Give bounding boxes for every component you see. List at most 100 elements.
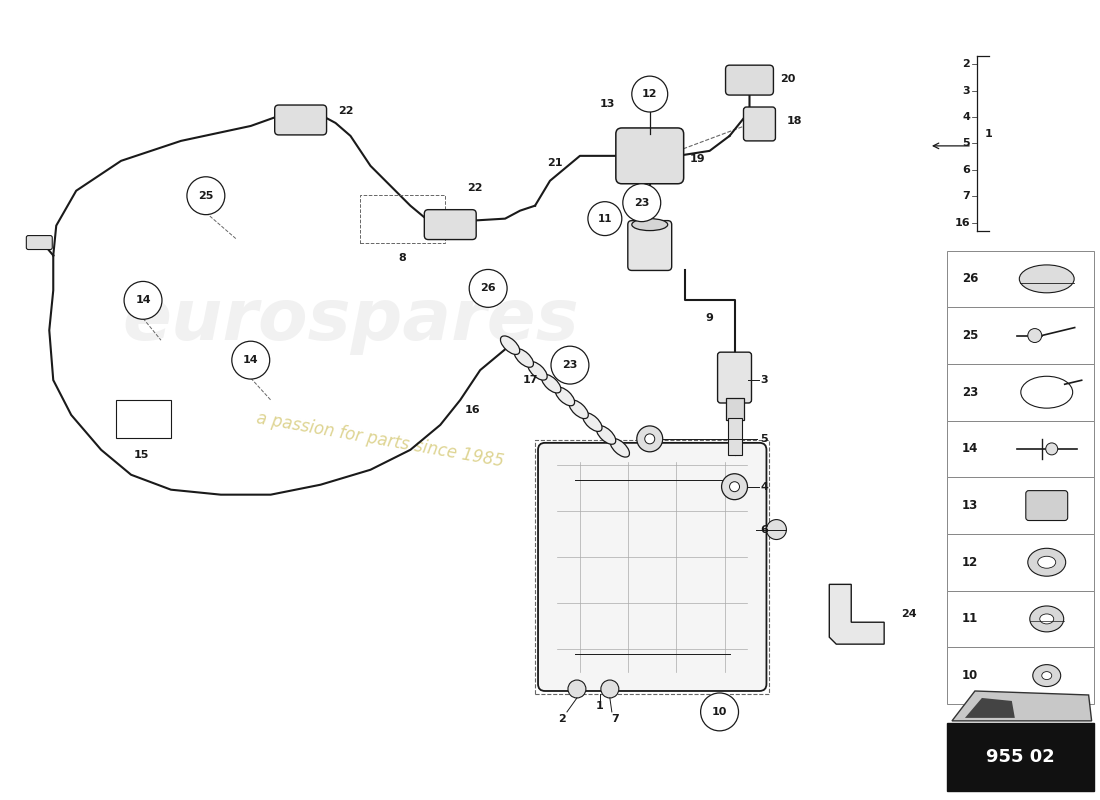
FancyBboxPatch shape xyxy=(26,235,53,250)
FancyBboxPatch shape xyxy=(717,352,751,403)
Circle shape xyxy=(767,519,786,539)
Bar xyxy=(947,647,1093,704)
Ellipse shape xyxy=(541,374,561,393)
Text: 955 02: 955 02 xyxy=(986,748,1055,766)
Ellipse shape xyxy=(1020,265,1075,293)
Polygon shape xyxy=(952,691,1091,721)
Text: 8: 8 xyxy=(398,254,406,263)
Circle shape xyxy=(637,426,662,452)
FancyBboxPatch shape xyxy=(616,128,684,184)
Text: 22: 22 xyxy=(468,182,483,193)
Circle shape xyxy=(729,482,739,492)
Circle shape xyxy=(645,434,654,444)
Text: 19: 19 xyxy=(690,154,705,164)
Text: 25: 25 xyxy=(198,190,213,201)
Circle shape xyxy=(701,693,738,731)
Ellipse shape xyxy=(1040,614,1054,624)
Circle shape xyxy=(568,680,586,698)
Ellipse shape xyxy=(514,349,534,367)
Text: 12: 12 xyxy=(642,89,658,99)
Text: 12: 12 xyxy=(962,556,978,569)
Text: 26: 26 xyxy=(481,283,496,294)
Ellipse shape xyxy=(1030,606,1064,632)
Bar xyxy=(947,534,1093,590)
Text: 2: 2 xyxy=(962,59,970,69)
Text: 3: 3 xyxy=(760,375,768,385)
Circle shape xyxy=(722,474,748,500)
Text: 18: 18 xyxy=(786,116,802,126)
Text: 16: 16 xyxy=(955,218,970,228)
Circle shape xyxy=(601,680,619,698)
Text: 4: 4 xyxy=(760,482,769,492)
Bar xyxy=(947,307,1093,364)
Bar xyxy=(947,364,1093,421)
Text: 20: 20 xyxy=(780,74,795,84)
Bar xyxy=(117,400,170,438)
Text: 11: 11 xyxy=(597,214,612,224)
Circle shape xyxy=(187,177,224,214)
Text: 16: 16 xyxy=(464,405,480,415)
Text: 25: 25 xyxy=(962,329,978,342)
Ellipse shape xyxy=(556,387,574,406)
Circle shape xyxy=(1027,329,1042,342)
FancyBboxPatch shape xyxy=(1026,490,1068,521)
Text: 24: 24 xyxy=(901,610,917,619)
Ellipse shape xyxy=(569,400,589,418)
Text: 10: 10 xyxy=(712,707,727,717)
Text: 13: 13 xyxy=(962,499,978,512)
Text: 15: 15 xyxy=(133,450,148,460)
Bar xyxy=(947,590,1093,647)
FancyBboxPatch shape xyxy=(275,105,327,135)
Ellipse shape xyxy=(500,336,519,354)
Ellipse shape xyxy=(1033,665,1060,686)
FancyBboxPatch shape xyxy=(425,210,476,239)
Text: 14: 14 xyxy=(962,442,978,455)
Text: 7: 7 xyxy=(962,191,970,202)
Bar xyxy=(947,421,1093,478)
Circle shape xyxy=(232,342,270,379)
Text: 5: 5 xyxy=(760,434,768,444)
FancyBboxPatch shape xyxy=(726,65,773,95)
Text: 21: 21 xyxy=(547,158,563,168)
Text: 17: 17 xyxy=(522,375,538,385)
Circle shape xyxy=(124,282,162,319)
Ellipse shape xyxy=(528,362,547,380)
Text: 5: 5 xyxy=(962,138,970,148)
Text: 6: 6 xyxy=(760,525,769,534)
Text: eurospares: eurospares xyxy=(122,286,579,354)
Ellipse shape xyxy=(1027,548,1066,576)
FancyBboxPatch shape xyxy=(628,221,672,270)
Ellipse shape xyxy=(631,218,668,230)
Polygon shape xyxy=(829,584,884,644)
Text: 1: 1 xyxy=(984,129,992,139)
Ellipse shape xyxy=(1037,556,1056,568)
Ellipse shape xyxy=(596,426,616,444)
Circle shape xyxy=(470,270,507,307)
Text: 2: 2 xyxy=(558,714,565,724)
Bar xyxy=(947,478,1093,534)
Text: a passion for parts since 1985: a passion for parts since 1985 xyxy=(255,410,506,470)
Bar xyxy=(726,398,744,420)
Text: 9: 9 xyxy=(706,314,714,323)
Text: 14: 14 xyxy=(135,295,151,306)
Bar xyxy=(947,723,1093,790)
FancyBboxPatch shape xyxy=(538,443,767,691)
Text: 7: 7 xyxy=(610,714,618,724)
Circle shape xyxy=(1046,443,1058,455)
Text: 3: 3 xyxy=(962,86,970,95)
Text: 11: 11 xyxy=(962,613,978,626)
Text: 23: 23 xyxy=(562,360,578,370)
Circle shape xyxy=(631,76,668,112)
Text: 10: 10 xyxy=(962,669,978,682)
Text: 1: 1 xyxy=(596,701,604,711)
Circle shape xyxy=(623,184,661,222)
Text: 23: 23 xyxy=(634,198,649,208)
Polygon shape xyxy=(965,698,1015,718)
Text: 26: 26 xyxy=(962,272,978,286)
Bar xyxy=(727,418,741,455)
Bar xyxy=(361,194,446,242)
Ellipse shape xyxy=(1042,672,1052,679)
Text: 22: 22 xyxy=(338,106,353,116)
Ellipse shape xyxy=(610,438,629,457)
Text: 13: 13 xyxy=(601,99,616,109)
